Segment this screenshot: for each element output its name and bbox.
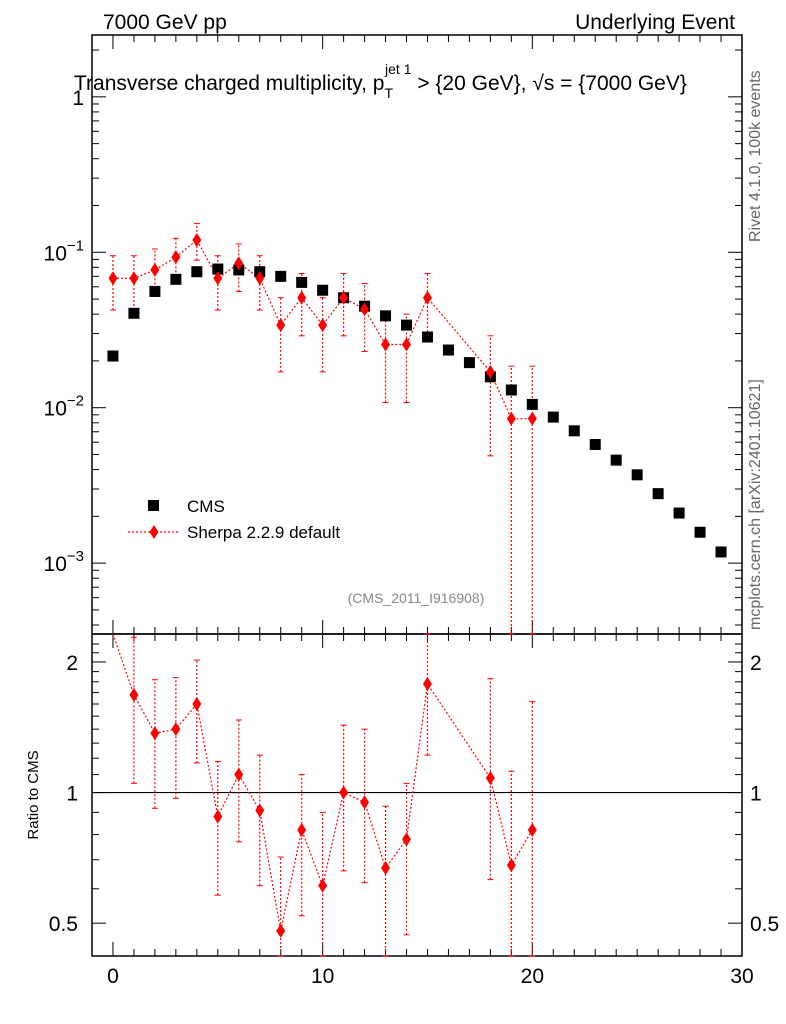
main-y-tick-label: 1	[72, 87, 84, 110]
x-tick-label: 30	[730, 965, 753, 988]
cms-point	[652, 488, 664, 500]
mc-point	[402, 337, 412, 352]
chart-title-sup: jet 1	[384, 61, 412, 77]
cms-point	[275, 270, 287, 282]
cms-point	[401, 319, 413, 331]
mc-point	[506, 411, 516, 426]
ratio-y-tick-label-right: 0.5	[750, 913, 779, 936]
mc-point	[213, 271, 223, 286]
ratio-point	[527, 822, 537, 837]
mc-point	[171, 250, 181, 265]
cms-point	[149, 285, 161, 297]
ratio-point	[150, 726, 160, 741]
ratio-point	[297, 822, 307, 837]
ratio-point	[255, 803, 265, 818]
mc-point	[381, 337, 391, 352]
ratio-point	[234, 767, 244, 782]
ratio-y-tick-label-right: 2	[750, 652, 762, 675]
x-tick-label: 20	[521, 965, 544, 988]
cms-point	[380, 310, 392, 322]
cms-point	[107, 350, 119, 362]
mc-point	[360, 302, 370, 317]
cms-point	[715, 546, 727, 558]
legend-cms-marker	[148, 500, 159, 511]
legend-mc-marker	[149, 525, 159, 539]
main-y-tick-label: 10−1	[44, 237, 84, 265]
cms-point	[568, 425, 580, 437]
rivet-label: Rivet 4.1.0, 100k events	[747, 70, 764, 242]
cms-point	[631, 469, 643, 481]
cms-point	[317, 284, 329, 296]
ratio-frame	[91, 633, 743, 957]
mc-point	[108, 271, 118, 286]
ratio-point	[422, 676, 432, 691]
mc-point	[339, 290, 349, 305]
ratio-point	[485, 771, 495, 786]
ratio-point	[339, 785, 349, 800]
mc-point	[150, 262, 160, 277]
ratio-point	[171, 722, 181, 737]
ratio-y-tick-label-right: 1	[750, 783, 762, 806]
ratio-point	[381, 861, 391, 876]
header-right: Underlying Event	[575, 11, 735, 34]
x-tick-label: 0	[107, 965, 119, 988]
cms-point	[463, 357, 475, 369]
cms-point	[212, 263, 224, 275]
ratio-y-tick-label: 2	[66, 652, 78, 675]
cms-point	[191, 266, 203, 278]
legend-mc-label: Sherpa 2.2.9 default	[187, 523, 340, 542]
cms-point	[547, 411, 559, 423]
ratio-point	[276, 923, 286, 938]
cms-point	[442, 344, 454, 356]
ratio-point	[506, 858, 516, 873]
mc-point	[318, 318, 328, 333]
mc-point	[234, 256, 244, 271]
header-left: 7000 GeV pp	[103, 11, 227, 34]
mc-point	[485, 364, 495, 379]
cms-point	[128, 307, 140, 319]
cms-point	[421, 331, 433, 343]
legend-cms-label: CMS	[187, 497, 225, 516]
mc-point	[255, 271, 265, 286]
chart-title-sub: T	[384, 85, 393, 101]
ratio-ylabel: Ratio to CMS	[25, 750, 42, 839]
cms-point	[694, 526, 706, 538]
mc-point	[527, 411, 537, 426]
cms-point	[673, 507, 685, 519]
ratio-point	[192, 697, 202, 712]
chart-title: Transverse charged multiplicity, pTjet 1…	[74, 61, 687, 101]
x-tick-label: 10	[311, 965, 334, 988]
ratio-point	[213, 809, 223, 824]
ratio-point	[129, 687, 139, 702]
mc-point	[192, 232, 202, 247]
ratio-point	[402, 832, 412, 847]
main-frame	[91, 34, 743, 635]
cms-point	[526, 398, 538, 410]
mc-point	[422, 290, 432, 305]
ratio-point	[318, 878, 328, 893]
main-y-tick-label: 10−3	[44, 548, 84, 576]
mc-point	[129, 271, 139, 286]
ratio-point	[360, 795, 370, 810]
cms-point	[296, 276, 308, 288]
analysis-tag: (CMS_2011_I916908)	[348, 590, 485, 606]
ratio-y-tick-label: 1	[66, 783, 78, 806]
main-y-tick-label: 10−2	[44, 393, 84, 421]
ratio-y-tick-label: 0.5	[49, 913, 78, 936]
mc-point	[297, 290, 307, 305]
cms-point	[610, 454, 622, 466]
cms-point	[170, 273, 182, 285]
mcplots-label: mcplots.cern.ch [arXiv:2401.10621]	[747, 379, 764, 630]
cms-point	[505, 384, 517, 396]
mc-point	[276, 318, 286, 333]
cms-point	[589, 438, 601, 450]
